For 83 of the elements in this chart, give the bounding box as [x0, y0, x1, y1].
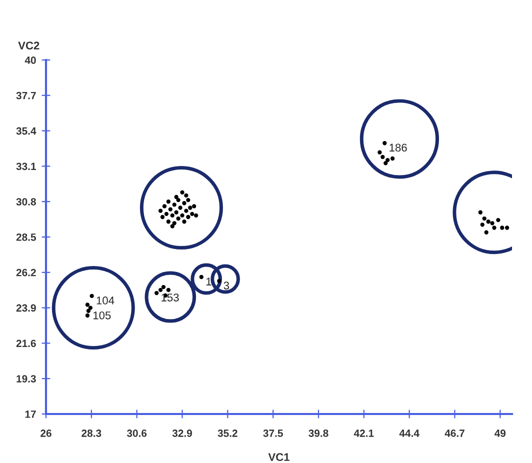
- point: [162, 204, 167, 208]
- y-tick-label: 30.8: [16, 198, 36, 206]
- x-tick-label: 44.4: [399, 430, 420, 437]
- point: [180, 213, 184, 218]
- point: [504, 226, 510, 230]
- x-tick-label: 32.9: [172, 430, 192, 437]
- point: [158, 208, 163, 213]
- annotation: 153: [162, 294, 179, 302]
- annotation: 186: [390, 144, 407, 152]
- point: [188, 206, 192, 210]
- x-tick-label: 49: [494, 430, 506, 437]
- x-tick-label: 46.7: [444, 430, 464, 437]
- x-tick-label: 42.1: [354, 430, 374, 437]
- point: [161, 284, 166, 290]
- point: [88, 306, 93, 310]
- point: [500, 226, 504, 230]
- point: [164, 212, 169, 216]
- point: [192, 204, 196, 208]
- point: [154, 290, 159, 296]
- point: [176, 198, 180, 202]
- point: [170, 224, 174, 228]
- x-axis-title: VC1: [268, 453, 290, 462]
- point: [90, 294, 94, 298]
- point: [482, 216, 486, 221]
- point: [390, 156, 395, 161]
- point: [170, 213, 174, 218]
- x-tick-label: 30.6: [126, 430, 147, 437]
- annotation: 105: [93, 311, 111, 320]
- point: [496, 218, 500, 222]
- point: [85, 302, 90, 307]
- annotation: 1: [206, 278, 212, 286]
- y-tick-label: 37.7: [16, 92, 36, 100]
- y-tick-label: 19.3: [16, 375, 36, 382]
- point: [382, 141, 387, 146]
- point: [184, 208, 188, 213]
- annotation: 104: [96, 296, 114, 304]
- point: [486, 220, 490, 224]
- point: [172, 202, 176, 207]
- y-tick-label: 40: [24, 56, 36, 64]
- point: [480, 222, 484, 227]
- point: [176, 216, 180, 221]
- point: [190, 212, 194, 216]
- point: [160, 214, 165, 220]
- point: [158, 288, 163, 292]
- x-tick-label: 37.5: [263, 430, 283, 437]
- point: [85, 313, 90, 318]
- x-tick-label: 39.8: [308, 430, 328, 437]
- point: [186, 198, 190, 202]
- point: [199, 274, 204, 280]
- point: [194, 213, 198, 218]
- point: [86, 308, 91, 313]
- point: [386, 158, 390, 162]
- point: [490, 221, 494, 226]
- point: [184, 193, 188, 198]
- point: [478, 210, 482, 214]
- point: [186, 214, 190, 220]
- point: [380, 154, 385, 160]
- point: [174, 194, 178, 200]
- x-tick-label: 26: [40, 430, 52, 437]
- point: [492, 226, 496, 230]
- y-tick-label: 35.4: [16, 127, 36, 135]
- y-tick-label: 23.9: [16, 304, 36, 312]
- x-tick-label: 35.2: [218, 430, 238, 437]
- y-tick-label: 26.2: [16, 268, 36, 276]
- point: [180, 190, 184, 194]
- point: [384, 161, 388, 166]
- point: [182, 220, 186, 224]
- point: [484, 230, 488, 234]
- annotation: 3: [224, 282, 230, 290]
- y-axis-title: VC2: [18, 42, 40, 50]
- point: [166, 220, 171, 224]
- y-tick-label: 28.5: [16, 234, 36, 241]
- point: [174, 210, 178, 214]
- point: [217, 278, 222, 284]
- y-tick-label: 33.1: [16, 162, 36, 170]
- y-tick-label: 21.6: [16, 340, 36, 348]
- point: [182, 201, 186, 206]
- point: [168, 207, 172, 212]
- y-tick-label: 17: [25, 410, 36, 418]
- x-tick-label: 28.3: [82, 430, 102, 437]
- point: [166, 288, 171, 292]
- point: [166, 200, 171, 204]
- point: [378, 150, 382, 154]
